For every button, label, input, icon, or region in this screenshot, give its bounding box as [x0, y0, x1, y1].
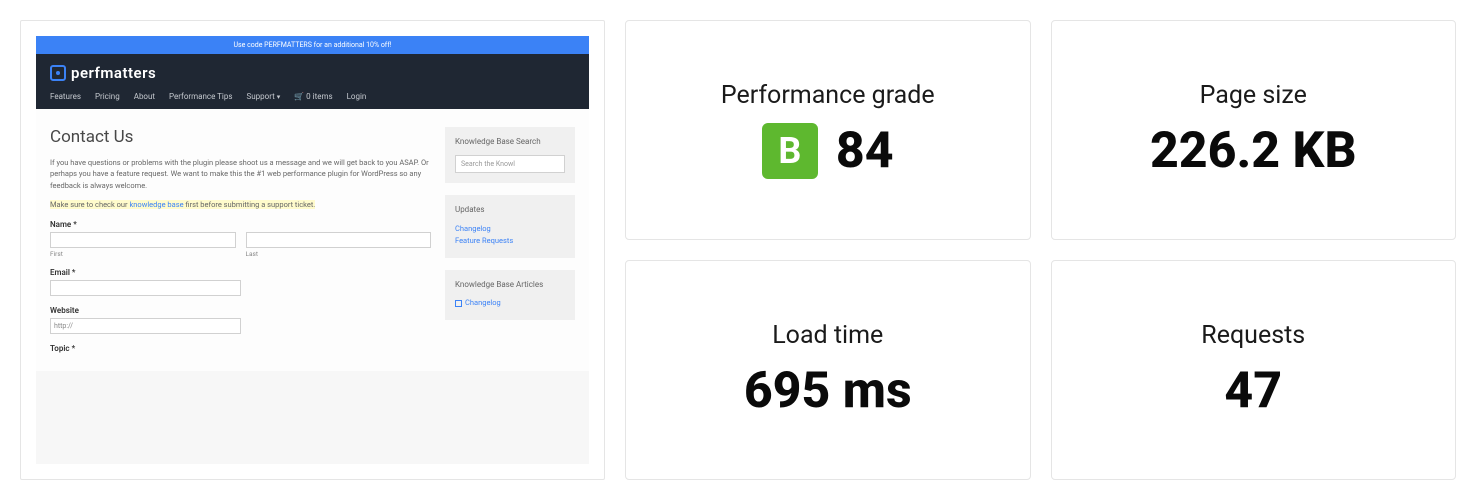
- kb-search-input[interactable]: Search the Knowl: [455, 155, 565, 173]
- email-input[interactable]: [50, 280, 241, 296]
- chevron-down-icon: ▾: [277, 93, 281, 101]
- grade-label: Performance grade: [721, 81, 935, 110]
- brand-icon: [50, 65, 66, 81]
- screenshot-content: Use code PERFMATTERS for an additional 1…: [36, 36, 589, 464]
- website-input[interactable]: http://: [50, 318, 241, 334]
- topic-label: Topic *: [50, 344, 431, 353]
- performance-grade-card: Performance grade B 84: [625, 20, 1031, 240]
- last-name-input[interactable]: [246, 232, 432, 248]
- updates-box: Updates Changelog Feature Requests: [445, 195, 575, 257]
- kb-search-box: Knowledge Base Search Search the Knowl: [445, 127, 575, 183]
- screenshot-preview: Use code PERFMATTERS for an additional 1…: [20, 20, 605, 480]
- metrics-grid: Performance grade B 84 Page size 226.2 K…: [625, 20, 1456, 480]
- feature-requests-link[interactable]: Feature Requests: [455, 236, 565, 245]
- loadtime-label: Load time: [772, 321, 883, 350]
- website-label: Website: [50, 306, 431, 315]
- nav-perftips[interactable]: Performance Tips: [169, 92, 232, 101]
- main-column: Contact Us If you have questions or prob…: [50, 127, 431, 353]
- grade-value: B 84: [762, 122, 894, 180]
- kb-article-link[interactable]: Changelog: [455, 298, 565, 307]
- promo-bar: Use code PERFMATTERS for an additional 1…: [36, 36, 589, 54]
- main-nav: Features Pricing About Performance Tips …: [50, 92, 575, 101]
- kb-articles-box: Knowledge Base Articles Changelog: [445, 270, 575, 320]
- kb-search-title: Knowledge Base Search: [455, 137, 565, 147]
- first-sublabel: First: [50, 250, 236, 258]
- nav-support[interactable]: Support▾: [246, 92, 280, 101]
- page-title: Contact Us: [50, 127, 431, 147]
- brand-logo: perfmatters: [50, 64, 575, 82]
- highlight-note: Make sure to check our knowledge base fi…: [50, 199, 431, 210]
- grade-score: 84: [836, 122, 894, 180]
- brand-text: perfmatters: [71, 64, 156, 82]
- changelog-link[interactable]: Changelog: [455, 224, 565, 233]
- document-icon: [455, 300, 462, 307]
- updates-title: Updates: [455, 205, 565, 215]
- name-label: Name *: [50, 220, 431, 229]
- pagesize-label: Page size: [1200, 81, 1307, 110]
- requests-value: 47: [1224, 362, 1282, 420]
- email-label: Email *: [50, 268, 431, 277]
- first-name-input[interactable]: [50, 232, 236, 248]
- load-time-card: Load time 695 ms: [625, 260, 1031, 480]
- intro-text: If you have questions or problems with t…: [50, 157, 431, 191]
- page-body: Contact Us If you have questions or prob…: [36, 109, 589, 371]
- sidebar: Knowledge Base Search Search the Knowl U…: [445, 127, 575, 353]
- nav-pricing[interactable]: Pricing: [95, 92, 120, 101]
- pagesize-value: 226.2 KB: [1150, 122, 1357, 180]
- grade-badge: B: [762, 123, 818, 179]
- requests-label: Requests: [1201, 321, 1305, 350]
- requests-card: Requests 47: [1051, 260, 1457, 480]
- loadtime-value: 695 ms: [744, 362, 912, 420]
- site-header: perfmatters Features Pricing About Perfo…: [36, 54, 589, 109]
- kb-articles-title: Knowledge Base Articles: [455, 280, 565, 290]
- nav-cart[interactable]: 🛒 0 items: [294, 92, 332, 101]
- kb-link[interactable]: knowledge base: [129, 200, 183, 209]
- page-size-card: Page size 226.2 KB: [1051, 20, 1457, 240]
- nav-features[interactable]: Features: [50, 92, 81, 101]
- nav-login[interactable]: Login: [347, 92, 367, 101]
- nav-about[interactable]: About: [134, 92, 155, 101]
- last-sublabel: Last: [246, 250, 432, 258]
